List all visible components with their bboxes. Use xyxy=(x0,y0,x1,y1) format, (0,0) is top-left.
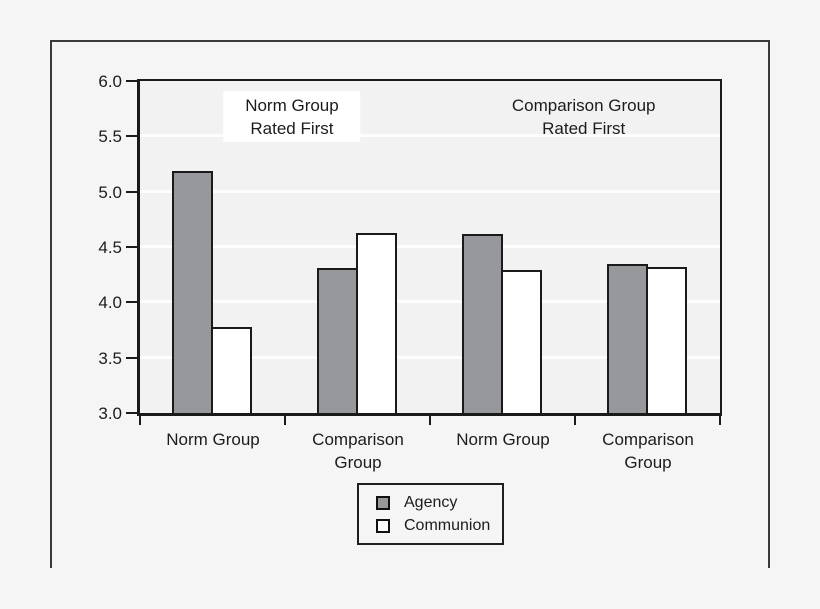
x-category-label-line: Comparison xyxy=(602,430,694,449)
x-tick-mark xyxy=(139,416,141,425)
y-tick-label: 3.0 xyxy=(98,404,122,423)
annotation-line: Comparison Group xyxy=(511,96,656,115)
gridline xyxy=(140,134,720,138)
y-tick-mark xyxy=(126,301,137,303)
y-tick-label: 5.5 xyxy=(98,127,122,146)
gridline xyxy=(140,355,720,359)
x-category-label-line: Comparison xyxy=(312,430,404,449)
legend-label: Communion xyxy=(404,516,491,534)
bar-agency-group-3 xyxy=(462,234,503,413)
annotation-line: Rated First xyxy=(542,119,626,138)
y-tick-mark xyxy=(126,357,137,359)
x-category-label-1: Norm Group xyxy=(166,428,260,451)
y-tick-label: 6.0 xyxy=(98,72,122,91)
y-tick-mark xyxy=(126,80,137,82)
x-category-label-line: Norm Group xyxy=(456,430,550,449)
x-tick-mark xyxy=(719,416,721,425)
x-category-label-line: Group xyxy=(624,453,672,472)
figure-frame xyxy=(50,40,770,568)
bar-agency-group-1 xyxy=(172,171,213,413)
y-tick-label: 3.5 xyxy=(98,349,122,368)
x-category-label-line: Group xyxy=(334,453,382,472)
annotation-1: Norm Group Rated First xyxy=(223,91,361,142)
x-category-label-3: Norm Group xyxy=(456,428,550,451)
x-category-label-line: Norm Group xyxy=(166,430,260,449)
legend: Agency Communion xyxy=(357,483,504,545)
x-tick-mark xyxy=(574,416,576,425)
annotation-2: Comparison Group Rated First xyxy=(512,94,656,140)
legend-swatch-agency xyxy=(376,495,390,510)
y-tick-mark xyxy=(126,191,137,193)
legend-swatch-communion xyxy=(376,518,390,533)
x-tick-mark xyxy=(429,416,431,425)
gridline xyxy=(140,189,720,193)
x-category-label-4: Comparison Group xyxy=(602,428,694,474)
y-tick-mark xyxy=(126,135,137,137)
legend-label: Agency xyxy=(404,493,458,511)
x-category-label-2: Comparison Group xyxy=(312,428,404,474)
x-tick-mark xyxy=(284,416,286,425)
gridline xyxy=(140,245,720,248)
y-tick-label: 4.5 xyxy=(98,238,122,257)
y-tick-label: 4.0 xyxy=(98,293,122,312)
annotation-line: Rated First xyxy=(250,119,334,138)
annotation-line: Norm Group xyxy=(245,96,339,115)
y-tick-mark xyxy=(126,246,137,248)
bar-communion-group-1 xyxy=(211,327,252,413)
y-tick-mark xyxy=(126,412,137,414)
legend-item-communion: Communion xyxy=(376,516,502,534)
bar-agency-group-2 xyxy=(317,268,358,413)
bar-agency-group-4 xyxy=(607,264,648,413)
bar-communion-group-4 xyxy=(646,267,687,413)
gridline xyxy=(140,300,720,304)
plot-area: Norm Group Rated First Comparison Group Rat… xyxy=(137,79,722,416)
legend-item-agency: Agency xyxy=(376,493,502,511)
y-tick-label: 5.0 xyxy=(98,183,122,202)
bar-communion-group-2 xyxy=(356,233,397,413)
bar-communion-group-3 xyxy=(501,270,542,413)
